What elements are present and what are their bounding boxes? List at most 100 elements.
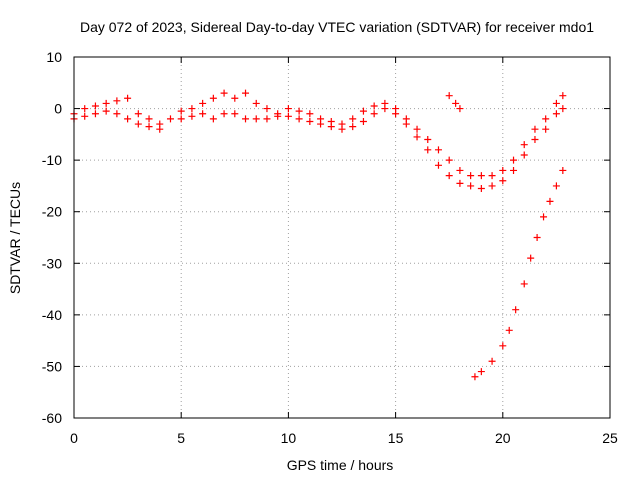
data-point xyxy=(413,133,421,141)
plot-frame xyxy=(73,56,611,419)
data-point xyxy=(91,102,99,110)
data-point xyxy=(510,156,518,164)
data-point xyxy=(188,112,196,120)
data-point xyxy=(477,172,485,180)
data-point xyxy=(231,110,239,118)
data-point xyxy=(520,141,528,149)
series-main-band-lower xyxy=(70,105,567,193)
data-point xyxy=(552,99,560,107)
data-point xyxy=(559,166,567,174)
data-point xyxy=(242,115,250,123)
data-point xyxy=(284,112,292,120)
data-point xyxy=(81,105,89,113)
data-point xyxy=(477,185,485,193)
data-point xyxy=(488,182,496,190)
data-point xyxy=(392,110,400,118)
data-point xyxy=(552,110,560,118)
data-point xyxy=(274,112,282,120)
data-point xyxy=(559,92,567,100)
data-point xyxy=(402,120,410,128)
y-tick-label: -50 xyxy=(42,358,62,374)
series-deep-arc xyxy=(471,166,567,381)
y-tick-label: -20 xyxy=(42,204,62,220)
data-point xyxy=(445,92,453,100)
data-point xyxy=(488,172,496,180)
data-point xyxy=(520,151,528,159)
data-point xyxy=(134,120,142,128)
data-point xyxy=(113,97,121,105)
data-point xyxy=(559,105,567,113)
data-point xyxy=(424,136,432,144)
data-point xyxy=(434,161,442,169)
data-point xyxy=(91,110,99,118)
x-tick-label: 10 xyxy=(281,430,297,446)
data-point xyxy=(199,110,207,118)
data-point xyxy=(188,105,196,113)
data-point xyxy=(209,94,217,102)
data-point xyxy=(124,94,132,102)
x-tick-label: 15 xyxy=(388,430,404,446)
data-point xyxy=(359,117,367,125)
data-point xyxy=(477,368,485,376)
data-point xyxy=(546,197,554,205)
data-point xyxy=(317,120,325,128)
data-point xyxy=(124,115,132,123)
data-point xyxy=(156,125,164,133)
data-point xyxy=(467,182,475,190)
data-point xyxy=(370,102,378,110)
grid xyxy=(74,57,610,418)
data-point xyxy=(359,107,367,115)
data-point xyxy=(531,136,539,144)
y-tick-label: 10 xyxy=(46,49,62,65)
x-tick-label: 5 xyxy=(177,430,185,446)
series-main-band-upper xyxy=(70,89,567,180)
data-point xyxy=(499,177,507,185)
data-point xyxy=(349,115,357,123)
data-point xyxy=(527,254,535,262)
data-point xyxy=(81,112,89,120)
data-point xyxy=(242,89,250,97)
data-point xyxy=(540,213,548,221)
x-tick-label: 20 xyxy=(495,430,511,446)
data-point xyxy=(252,99,260,107)
data-point xyxy=(381,105,389,113)
data-point xyxy=(349,123,357,131)
data-point xyxy=(327,123,335,131)
data-point xyxy=(413,125,421,133)
data-point xyxy=(295,115,303,123)
data-point xyxy=(542,115,550,123)
data-point xyxy=(520,280,528,288)
data-point xyxy=(199,99,207,107)
data-point xyxy=(456,166,464,174)
data-point xyxy=(306,110,314,118)
data-point xyxy=(263,105,271,113)
data-point xyxy=(252,115,260,123)
data-point xyxy=(220,110,228,118)
y-tick-label: -30 xyxy=(42,255,62,271)
data-point xyxy=(456,105,464,113)
data-point xyxy=(177,115,185,123)
y-tick-label: 0 xyxy=(54,101,62,117)
data-point xyxy=(510,166,518,174)
y-tick-label: -60 xyxy=(42,410,62,426)
data-point xyxy=(488,357,496,365)
x-tick-label: 25 xyxy=(602,430,618,446)
data-point xyxy=(552,182,560,190)
data-point xyxy=(284,105,292,113)
data-point xyxy=(209,115,217,123)
y-tick-label: -10 xyxy=(42,152,62,168)
series-steep-segment xyxy=(445,92,464,113)
data-point xyxy=(220,89,228,97)
data-point xyxy=(434,146,442,154)
data-point xyxy=(102,107,110,115)
data-point xyxy=(471,373,479,381)
data-point xyxy=(231,94,239,102)
data-point xyxy=(499,166,507,174)
axis-ticks: 0 5 10 15 20 25 10 0 -10 -20 -30 -40 -50 -60 xyxy=(42,49,618,446)
data-point xyxy=(113,110,121,118)
data-point xyxy=(531,125,539,133)
y-axis-label: SDTVAR / TECUs xyxy=(7,182,23,294)
data-point xyxy=(505,326,513,334)
data-point xyxy=(295,107,303,115)
